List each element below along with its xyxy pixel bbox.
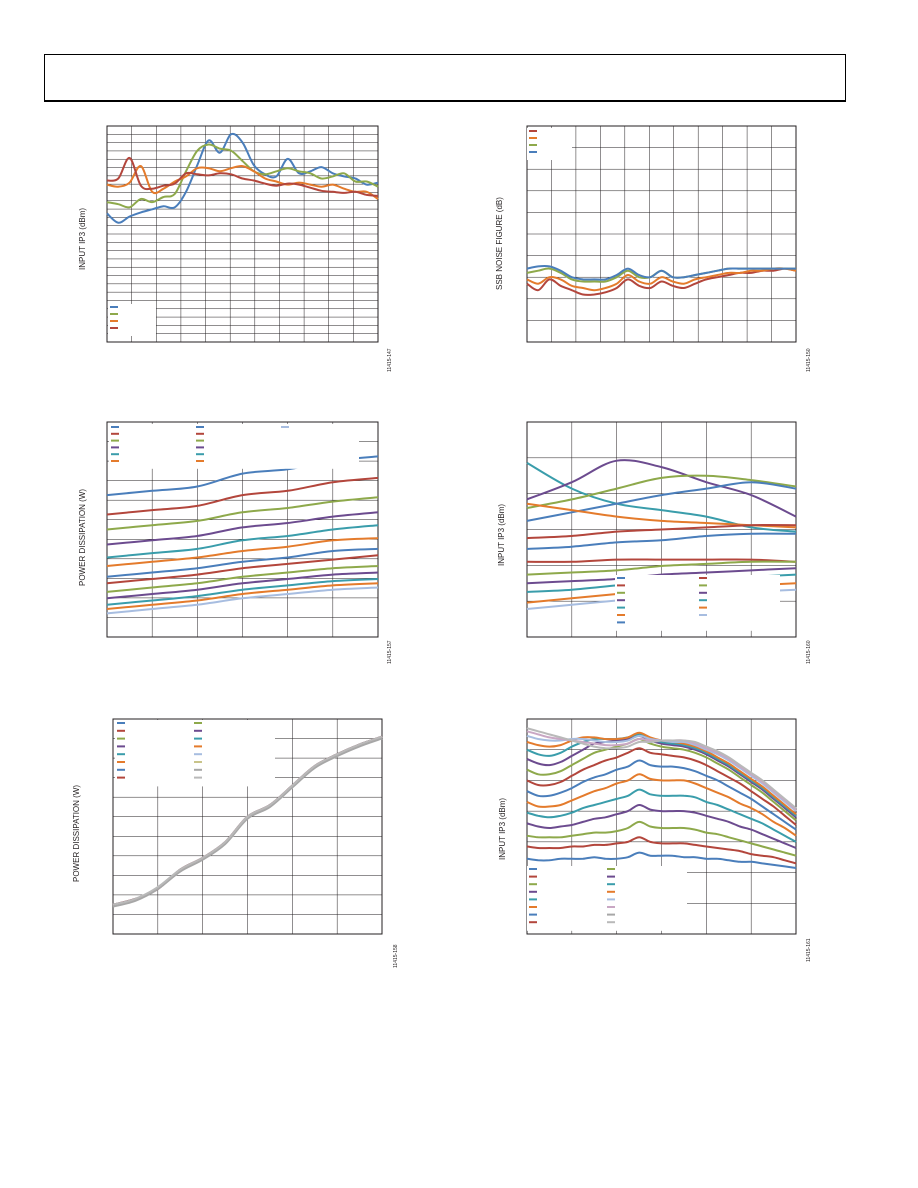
- series-line: [526, 734, 797, 819]
- chart-figure-4: INPUT IP3 (dBm) 11415-160: [497, 421, 812, 664]
- legend: [527, 866, 687, 931]
- series-line: [106, 496, 379, 531]
- series-lines: [526, 264, 797, 296]
- series-line: [106, 554, 379, 585]
- chart-plot-2: [526, 125, 797, 343]
- series-line: [106, 565, 379, 593]
- series-line: [526, 851, 797, 869]
- series-line: [526, 836, 797, 865]
- legend-background: [615, 575, 780, 631]
- chart-figure-6: INPUT IP3 (dBm) 11415-161: [498, 718, 812, 962]
- series-line: [106, 476, 379, 516]
- chart-plot-4: [526, 421, 797, 638]
- series-line: [106, 143, 379, 209]
- series-line: [526, 747, 797, 826]
- series-line: [526, 532, 797, 550]
- series-line: [526, 462, 797, 533]
- series-line: [526, 773, 797, 837]
- series-line: [526, 727, 797, 809]
- legend-background: [109, 424, 359, 469]
- chart-figure-2: SSB NOISE FIGURE (dB) 11415-150: [0, 0, 918, 400]
- series-line: [526, 264, 796, 281]
- series-line: [106, 586, 379, 615]
- series-line: [106, 537, 379, 567]
- series-lines: [526, 727, 797, 869]
- series-line: [526, 267, 797, 292]
- series-line: [526, 267, 797, 296]
- legend: [109, 424, 359, 469]
- series-line: [526, 733, 797, 817]
- series-line: [106, 511, 379, 546]
- chart-figure-5: POWER DISSIPATION (W) 11415-158: [0, 0, 459, 1000]
- series-line: [106, 582, 379, 610]
- chart-plot-6: [526, 718, 797, 935]
- series-line: [106, 156, 379, 197]
- legend: [615, 575, 780, 631]
- series-line: [526, 558, 797, 563]
- series-line: [526, 738, 797, 822]
- chart-figure-3: POWER DISSIPATION (W) 11415-157: [0, 0, 459, 700]
- series-line: [106, 571, 379, 600]
- chart-plot-1: [106, 125, 379, 343]
- series-line: [526, 560, 797, 576]
- series-line: [526, 567, 797, 585]
- chart-figure-1: INPUT IP3 (dBm) 11415-147: [0, 0, 459, 400]
- series-line: [526, 459, 797, 518]
- series-line: [106, 165, 379, 200]
- series-line: [106, 132, 379, 224]
- series-line: [526, 759, 797, 831]
- series-line: [526, 481, 797, 522]
- series-line: [526, 804, 797, 849]
- series-line: [526, 820, 797, 857]
- series-line: [526, 474, 797, 509]
- chart-plot-5: [112, 718, 383, 935]
- series-lines: [106, 132, 379, 224]
- legend: [527, 128, 572, 160]
- page-header-frame: [44, 54, 846, 102]
- series-line: [106, 578, 379, 606]
- series-line: [112, 737, 383, 908]
- legend: [108, 304, 156, 336]
- series-lines: [112, 735, 383, 908]
- series-line: [106, 547, 379, 578]
- series-line: [526, 788, 797, 843]
- legend: [115, 720, 275, 787]
- series-line: [112, 735, 383, 906]
- chart-plot-3: [106, 421, 379, 638]
- series-line: [106, 524, 379, 559]
- series-line: [526, 524, 797, 540]
- series-lines: [106, 455, 379, 615]
